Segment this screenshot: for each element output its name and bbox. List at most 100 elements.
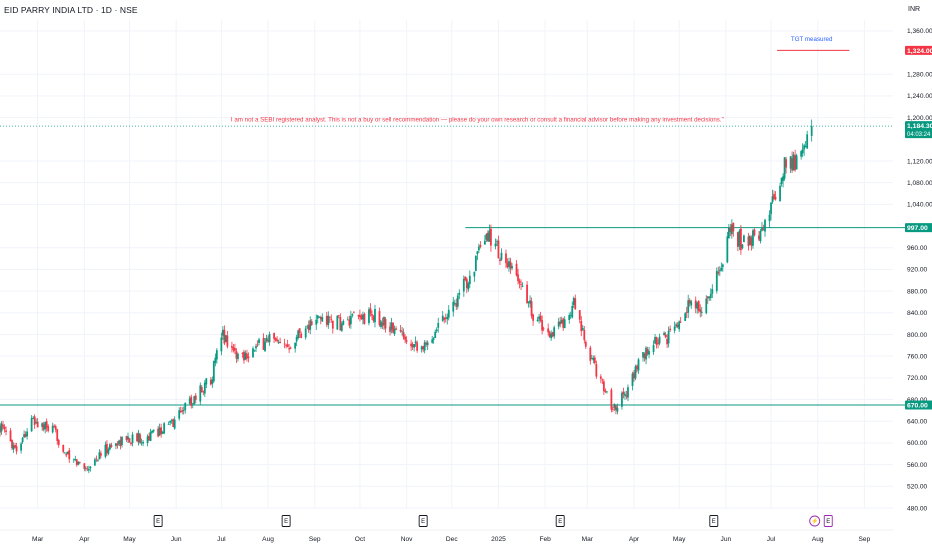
candle-body <box>529 300 531 304</box>
y-tick-label: 1,040.00 <box>907 202 932 209</box>
candle-body <box>455 303 458 307</box>
disclaimer-label[interactable]: I am not a SEBI registered analyst. This… <box>231 116 724 123</box>
candle-body <box>393 328 396 335</box>
candle-body <box>800 151 803 157</box>
candle-body <box>770 202 772 215</box>
candle-body <box>75 459 78 465</box>
candle-body <box>548 332 551 337</box>
y-tick-label: 1,120.00 <box>907 158 932 165</box>
candle-body <box>517 274 519 282</box>
candle-body <box>741 244 744 249</box>
candle-body <box>209 379 212 385</box>
candle-body <box>592 357 595 361</box>
candle-body <box>615 405 617 411</box>
candle-body <box>316 315 319 319</box>
x-tick-label: Jul <box>767 536 776 543</box>
candle-body <box>687 300 690 313</box>
candle-body <box>414 341 417 344</box>
candle-body <box>167 423 170 425</box>
candle-body <box>181 410 184 412</box>
candle-body <box>773 193 775 199</box>
candle-body <box>307 324 310 331</box>
y-axis[interactable]: 1,360.00 1,280.00 1,240.00 1,200.00 1,120.00… <box>907 28 932 512</box>
candle-body <box>83 463 86 469</box>
earnings-event-icon[interactable] <box>709 515 719 527</box>
event-marker-label: E <box>421 519 425 525</box>
candle-body <box>718 270 721 272</box>
candle-body <box>664 334 667 338</box>
candle-body <box>15 446 18 452</box>
candle-body <box>622 391 625 395</box>
candle-body <box>178 410 181 419</box>
candle-body <box>380 321 382 327</box>
tgt-measured-label[interactable]: TGT measured <box>791 36 833 43</box>
x-tick-label: Mar <box>32 536 44 543</box>
candle-body <box>654 337 656 344</box>
candle-body <box>116 443 119 446</box>
candle-body <box>191 403 194 405</box>
candle-body <box>318 316 321 318</box>
earnings-event-icon[interactable] <box>823 515 833 527</box>
candle-body <box>285 345 288 347</box>
candle-body <box>624 393 626 396</box>
candle-body <box>363 313 366 324</box>
candle-body <box>3 426 6 430</box>
earnings-event-icon[interactable] <box>153 515 163 527</box>
x-tick-label: Mar <box>582 536 594 543</box>
event-markers[interactable]: E E E E E ⚡ E <box>153 515 833 527</box>
candle-body <box>125 436 128 441</box>
candle-body <box>35 422 38 424</box>
candle-body <box>54 426 57 430</box>
candle-body <box>560 319 563 324</box>
candle-body <box>310 321 313 325</box>
candle-body <box>610 389 613 410</box>
candle-body <box>93 459 96 466</box>
grid-lines <box>0 20 893 509</box>
event-marker-label: E <box>156 519 160 525</box>
candle-body <box>289 347 292 349</box>
candle-body <box>0 425 1 433</box>
candle-body <box>330 318 333 320</box>
candle-body <box>593 357 596 364</box>
candle-body <box>499 259 501 261</box>
candle-body <box>631 373 634 386</box>
candle-body <box>612 408 614 410</box>
candle-body <box>411 344 414 348</box>
candle-body <box>276 339 278 342</box>
candle-body <box>715 270 718 292</box>
candle-body <box>479 244 482 247</box>
earnings-event-icon[interactable] <box>418 515 428 527</box>
candle-body <box>437 323 440 328</box>
candle-body <box>446 316 449 320</box>
earnings-event-icon[interactable] <box>281 515 291 527</box>
x-axis[interactable]: Mar Apr May Jun Jul Aug Sep Oct Nov Dec 2025 Feb Mar… <box>0 529 893 543</box>
earnings-event-icon[interactable] <box>555 515 565 527</box>
candle-body <box>127 436 129 440</box>
candle-body <box>690 301 693 306</box>
candle-body <box>157 428 160 437</box>
y-tick-label: 880.00 <box>907 288 928 295</box>
candle-body <box>569 315 572 317</box>
candle-body <box>589 347 592 361</box>
candle-body <box>568 315 571 320</box>
candle-body <box>279 341 281 343</box>
candle-body <box>404 336 406 340</box>
candle-body <box>613 403 616 408</box>
x-tick-label: May <box>673 536 686 543</box>
candle-body <box>96 459 99 461</box>
candle-body <box>273 332 275 339</box>
dividend-event-icon[interactable] <box>809 515 821 527</box>
x-tick-label: Jun <box>721 536 732 543</box>
candle-body <box>190 396 193 406</box>
candle-body <box>372 315 375 321</box>
price-tags: 1,324.00 1,184.30 04:03:24 997.00 670.00 <box>905 45 932 409</box>
candle-body <box>562 318 565 328</box>
candle-body <box>771 196 774 203</box>
candle-body <box>574 298 577 310</box>
y-tick-label: 1,360.00 <box>907 28 932 35</box>
candle-body <box>121 436 123 445</box>
candle-body <box>104 444 107 457</box>
price-tag <box>905 45 932 55</box>
candle-body <box>84 468 87 469</box>
